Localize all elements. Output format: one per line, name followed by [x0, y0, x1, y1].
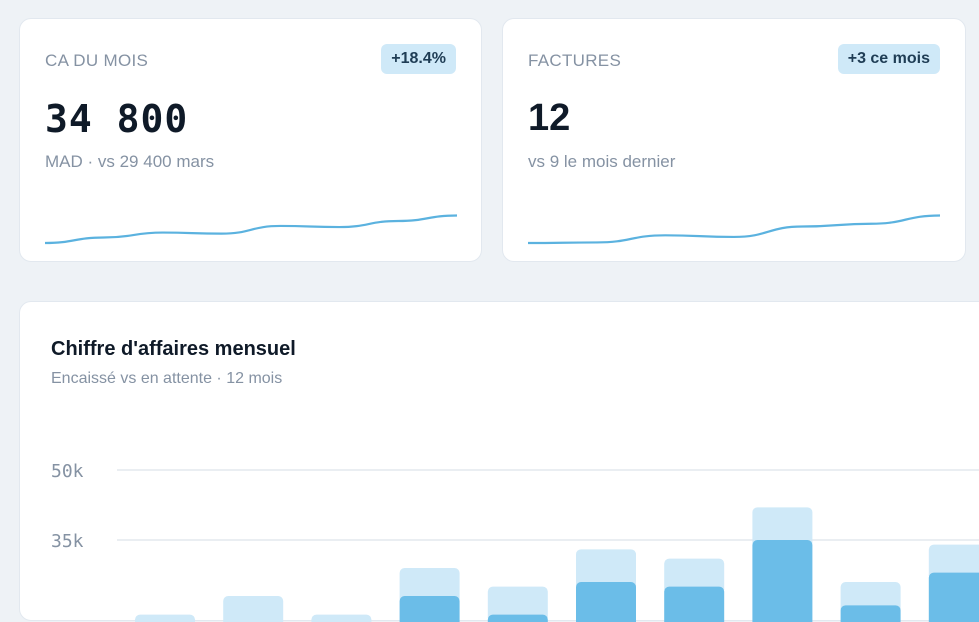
kpi-label: FACTURES [528, 51, 622, 70]
kpi-comparison: vs 9 le mois dernier [528, 152, 676, 171]
bar-collected [487, 614, 548, 622]
bar-pending [752, 507, 813, 548]
kpi-trend-badge: +3 ce mois [837, 44, 940, 74]
bar-pending [928, 544, 979, 581]
chart-title: Chiffre d'affaires mensuel [51, 338, 296, 360]
kpi-sparkline [45, 214, 457, 245]
kpi-card-revenue: CA DU MOIS +18.4% 34 800 MAD · vs 29 400… [19, 18, 482, 262]
bar-pending [664, 558, 725, 595]
bar-collected [664, 586, 725, 622]
bar-collected [576, 582, 636, 622]
revenue-chart-card: 50k 35k Chiffre d'affaires mensuel Encais… [19, 301, 979, 622]
kpi-label: CA DU MOIS [45, 51, 149, 70]
chart-subtitle: Encaissé vs en attente · 12 mois [51, 370, 283, 387]
sparkline-path [45, 214, 457, 245]
y-tick-label: 35k [51, 531, 84, 552]
kpi-trend-badge: +18.4% [381, 44, 456, 74]
bar-pending [399, 568, 460, 604]
bar-pending [135, 614, 195, 622]
bar-collected [752, 540, 813, 622]
kpi-value: 34 800 [45, 97, 189, 141]
bar-collected [928, 572, 979, 622]
kpi-sparkline [528, 214, 940, 245]
bar-pending [576, 549, 636, 590]
kpi-card-invoices: FACTURES +3 ce mois 12 vs 9 le mois dern… [502, 18, 966, 262]
sparkline-path [528, 214, 940, 245]
bar-collected [840, 605, 901, 622]
y-tick-label: 50k [51, 461, 84, 482]
kpi-value: 12 [528, 97, 571, 139]
bar-pending [311, 614, 372, 622]
kpi-comparison: MAD · vs 29 400 mars [45, 152, 215, 171]
